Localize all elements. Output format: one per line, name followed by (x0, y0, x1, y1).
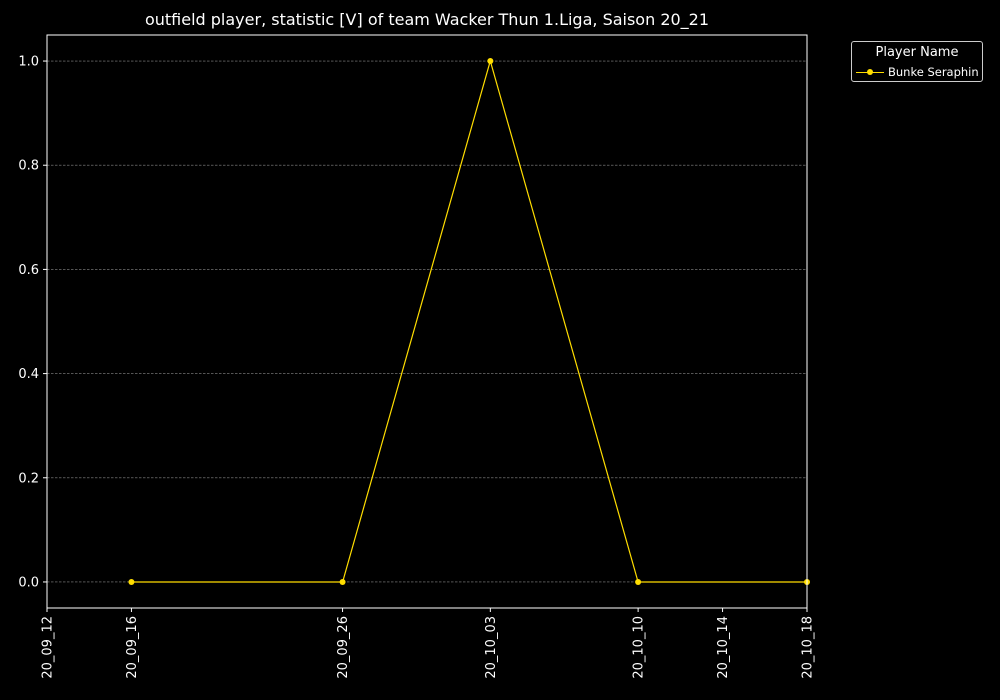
y-tick-label: 0.8 (18, 159, 39, 174)
y-tick-label: 0.0 (18, 575, 39, 590)
grid-lines (47, 60, 807, 583)
data-point (339, 578, 346, 585)
series-lines (131, 58, 807, 583)
y-tick-label: 0.2 (18, 471, 39, 486)
axes: 0.0 0.2 0.4 0.6 0.8 1.0 20_09_12 20_09_16 20_09_… (18, 34, 816, 679)
x-tick-label: 20_10_14 (716, 616, 731, 679)
legend-entry: Bunke Seraphin (856, 64, 982, 80)
x-tick-label: 20_09_26 (336, 616, 351, 679)
legend-label: Bunke Seraphin (888, 65, 979, 79)
y-tick-label: 1.0 (18, 55, 39, 70)
x-tick-label: 20_09_12 (41, 616, 56, 679)
legend-title: Player Name (875, 45, 959, 60)
chart-title: outfield player, statistic [V] of team W… (144, 10, 710, 29)
x-tick-label: 20_09_16 (125, 616, 140, 679)
y-tick-label: 0.6 (18, 263, 39, 278)
x-tick-label: 20_10_10 (632, 616, 647, 679)
data-point (128, 578, 135, 585)
x-tick-label: 20_10_18 (801, 616, 816, 679)
y-tick-label: 0.4 (18, 367, 39, 382)
series-line (131, 58, 807, 583)
plot-frame (46, 34, 808, 609)
data-point (635, 578, 642, 585)
legend: Player Name Bunke Seraphin (851, 41, 983, 82)
legend-marker-swatch (867, 69, 873, 75)
x-tick-label: 20_10_03 (484, 616, 499, 679)
data-point (487, 58, 494, 65)
